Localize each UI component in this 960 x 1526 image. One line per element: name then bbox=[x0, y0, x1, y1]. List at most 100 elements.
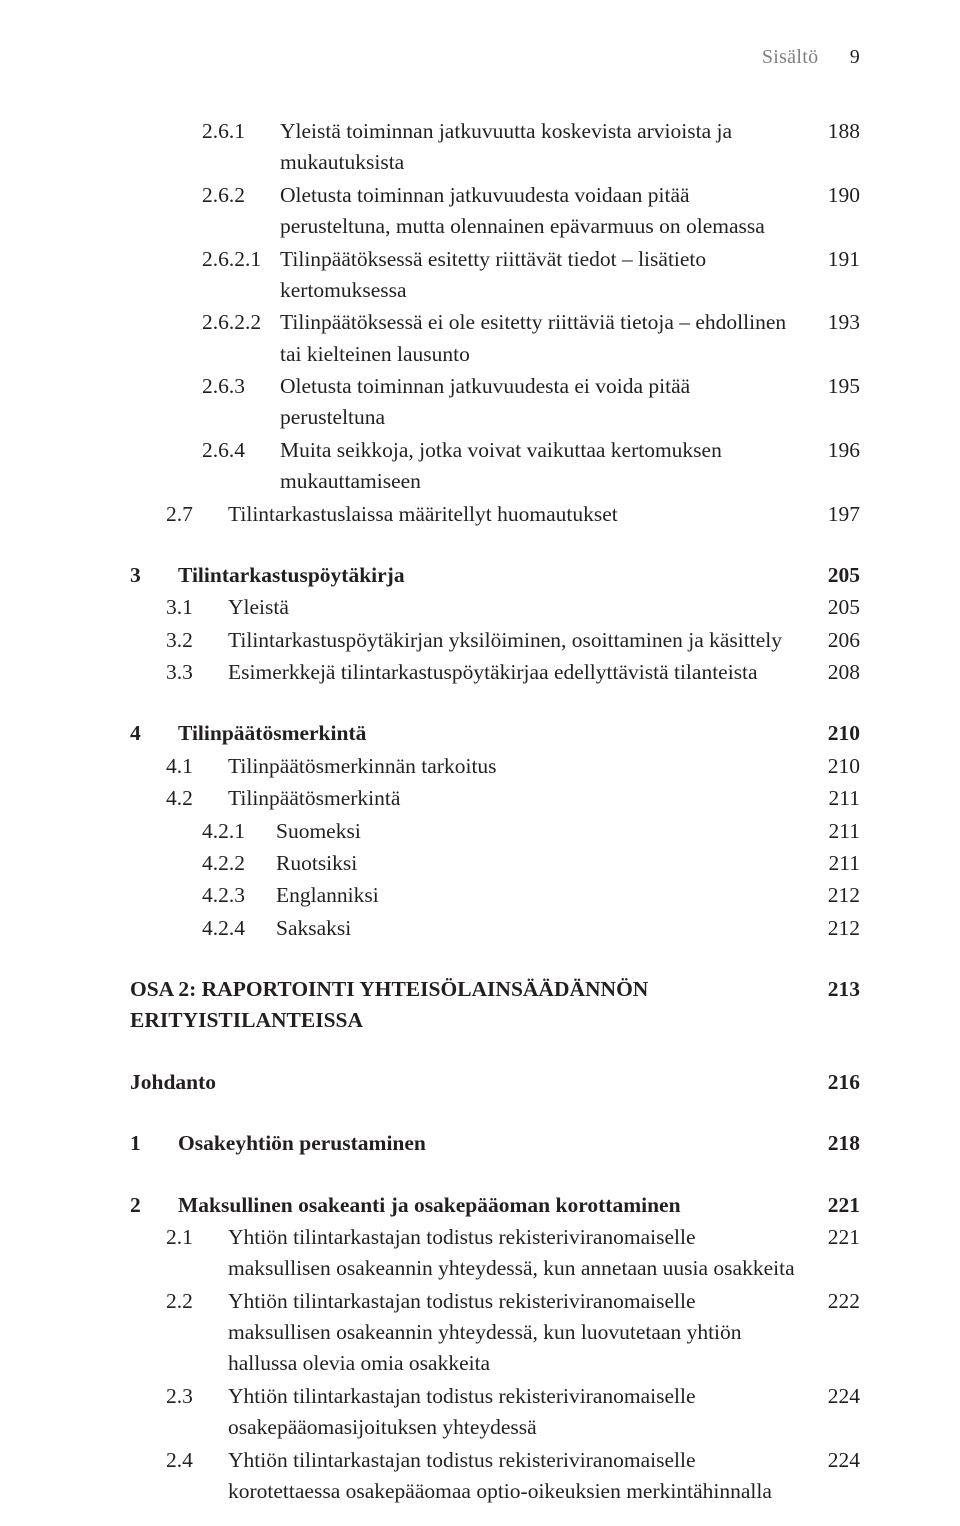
toc-block: 3Tilintarkastuspöytäkirja2053.1Yleistä20… bbox=[130, 560, 860, 689]
toc-entry-title: Yhtiön tilintarkastajan todistus rekiste… bbox=[228, 1286, 812, 1380]
page: Sisältö 9 2.6.1Yleistä toiminnan jatkuvu… bbox=[0, 0, 960, 1526]
toc-row: 2.3Yhtiön tilintarkastajan todistus reki… bbox=[130, 1381, 860, 1444]
toc-entry-page: 212 bbox=[812, 913, 860, 944]
toc-entry-page: 190 bbox=[812, 180, 860, 211]
toc-entry-title: Saksaksi bbox=[276, 913, 812, 944]
toc-entry-title: Tilintarkastuspöytäkirja bbox=[178, 560, 812, 591]
toc-block: Johdanto216 bbox=[130, 1067, 860, 1098]
toc-row: 2.6.2.2Tilinpäätöksessä ei ole esitetty … bbox=[130, 307, 860, 370]
toc-entry-page: 197 bbox=[812, 499, 860, 530]
toc-row: 2.6.2Oletusta toiminnan jatkuvuudesta vo… bbox=[130, 180, 860, 243]
toc-entry-title: OSA 2: RAPORTOINTI YHTEISÖLAINSÄÄDÄNNÖN … bbox=[130, 974, 812, 1037]
toc-entry-page: 210 bbox=[812, 718, 860, 749]
toc-entry-number: 2.1 bbox=[166, 1222, 228, 1253]
toc-row: 4.2.2Ruotsiksi211 bbox=[130, 848, 860, 879]
toc-entry-title: Esimerkkejä tilintarkastuspöytäkirjaa ed… bbox=[228, 657, 812, 688]
toc-entry-title: Suomeksi bbox=[276, 816, 812, 847]
toc-row: 4.2.1Suomeksi211 bbox=[130, 816, 860, 847]
toc-entry-page: 222 bbox=[812, 1286, 860, 1317]
running-head-page: 9 bbox=[850, 46, 860, 68]
toc-entry-number: 2.3 bbox=[166, 1381, 228, 1412]
toc-row: 3.1Yleistä205 bbox=[130, 592, 860, 623]
toc-entry-page: 221 bbox=[812, 1222, 860, 1253]
toc-entry-number: 2.6.2 bbox=[202, 180, 280, 211]
toc-entry-page: 196 bbox=[812, 435, 860, 466]
toc-entry-page: 218 bbox=[812, 1128, 860, 1159]
toc-entry-page: 211 bbox=[812, 848, 860, 879]
toc-row: OSA 2: RAPORTOINTI YHTEISÖLAINSÄÄDÄNNÖN … bbox=[130, 974, 860, 1037]
toc-row: 2.4Yhtiön tilintarkastajan todistus reki… bbox=[130, 1445, 860, 1508]
toc-entry-page: 221 bbox=[812, 1190, 860, 1221]
toc-entry-number: 4.2.1 bbox=[202, 816, 276, 847]
running-head: Sisältö 9 bbox=[762, 46, 860, 69]
toc-entry-number: 3.1 bbox=[166, 592, 228, 623]
toc-entry-title: Osakeyhtiön perustaminen bbox=[178, 1128, 812, 1159]
toc-entry-number: 3 bbox=[130, 560, 178, 591]
toc-block: 1Osakeyhtiön perustaminen218 bbox=[130, 1128, 860, 1159]
toc-entry-number: 4.2.2 bbox=[202, 848, 276, 879]
toc-entry-page: 216 bbox=[812, 1067, 860, 1098]
toc-entry-page: 213 bbox=[812, 974, 860, 1005]
toc-entry-number: 1 bbox=[130, 1128, 178, 1159]
toc-entry-number: 2.6.1 bbox=[202, 116, 280, 147]
toc-entry-number: 4.2.3 bbox=[202, 880, 276, 911]
toc-row: 4.2.4Saksaksi212 bbox=[130, 913, 860, 944]
toc-entry-title: Tilinpäätösmerkintä bbox=[228, 783, 812, 814]
toc-entry-number: 4 bbox=[130, 718, 178, 749]
toc-row: 3Tilintarkastuspöytäkirja205 bbox=[130, 560, 860, 591]
toc-entry-page: 210 bbox=[812, 751, 860, 782]
toc-row: 2.7Tilintarkastuslaissa määritellyt huom… bbox=[130, 499, 860, 530]
toc-entry-number: 2.2 bbox=[166, 1286, 228, 1317]
toc-row: Johdanto216 bbox=[130, 1067, 860, 1098]
toc-entry-title: Tilinpäätösmerkinnän tarkoitus bbox=[228, 751, 812, 782]
toc-row: 4.1Tilinpäätösmerkinnän tarkoitus210 bbox=[130, 751, 860, 782]
toc-entry-title: Maksullinen osakeanti ja osakepääoman ko… bbox=[178, 1190, 812, 1221]
toc-entry-page: 193 bbox=[812, 307, 860, 338]
toc-row: 2.6.4Muita seikkoja, jotka voivat vaikut… bbox=[130, 435, 860, 498]
toc-entry-number: 2.4 bbox=[166, 1445, 228, 1476]
toc-entry-title: Yleistä toiminnan jatkuvuutta koskevista… bbox=[280, 116, 812, 179]
toc-entry-number: 2.6.2.2 bbox=[202, 307, 280, 338]
toc-entry-page: 224 bbox=[812, 1445, 860, 1476]
toc-entry-title: Tilinpäätöksessä esitetty riittävät tied… bbox=[280, 244, 812, 307]
toc-entry-title: Oletusta toiminnan jatkuvuudesta ei void… bbox=[280, 371, 812, 434]
toc-block: 2.6.1Yleistä toiminnan jatkuvuutta koske… bbox=[130, 116, 860, 530]
toc-entry-number: 2.6.2.1 bbox=[202, 244, 280, 275]
toc-entry-page: 224 bbox=[812, 1381, 860, 1412]
toc-entry-number: 4.1 bbox=[166, 751, 228, 782]
toc-entry-title: Yhtiön tilintarkastajan todistus rekiste… bbox=[228, 1381, 812, 1444]
toc-entry-title: Yleistä bbox=[228, 592, 812, 623]
toc-entry-title: Muita seikkoja, jotka voivat vaikuttaa k… bbox=[280, 435, 812, 498]
toc-row: 3.3Esimerkkejä tilintarkastuspöytäkirjaa… bbox=[130, 657, 860, 688]
table-of-contents: 2.6.1Yleistä toiminnan jatkuvuutta koske… bbox=[130, 116, 860, 1507]
toc-entry-page: 211 bbox=[812, 816, 860, 847]
toc-entry-title: Tilinpäätösmerkintä bbox=[178, 718, 812, 749]
toc-entry-page: 212 bbox=[812, 880, 860, 911]
toc-entry-page: 208 bbox=[812, 657, 860, 688]
toc-entry-number: 2.6.4 bbox=[202, 435, 280, 466]
toc-row: 2.6.2.1Tilinpäätöksessä esitetty riittäv… bbox=[130, 244, 860, 307]
toc-row: 1Osakeyhtiön perustaminen218 bbox=[130, 1128, 860, 1159]
toc-row: 2.6.3Oletusta toiminnan jatkuvuudesta ei… bbox=[130, 371, 860, 434]
toc-entry-page: 205 bbox=[812, 592, 860, 623]
toc-entry-title: Tilinpäätöksessä ei ole esitetty riittäv… bbox=[280, 307, 812, 370]
toc-entry-title: Ruotsiksi bbox=[276, 848, 812, 879]
toc-entry-number: 3.3 bbox=[166, 657, 228, 688]
toc-entry-page: 205 bbox=[812, 560, 860, 591]
toc-entry-number: 4.2 bbox=[166, 783, 228, 814]
toc-entry-title: Johdanto bbox=[130, 1067, 812, 1098]
toc-entry-page: 195 bbox=[812, 371, 860, 402]
toc-row: 3.2Tilintarkastuspöytäkirjan yksilöimine… bbox=[130, 625, 860, 656]
toc-entry-page: 211 bbox=[812, 783, 860, 814]
toc-row: 2.1Yhtiön tilintarkastajan todistus reki… bbox=[130, 1222, 860, 1285]
toc-entry-title: Oletusta toiminnan jatkuvuudesta voidaan… bbox=[280, 180, 812, 243]
toc-row: 4.2Tilinpäätösmerkintä211 bbox=[130, 783, 860, 814]
toc-entry-page: 206 bbox=[812, 625, 860, 656]
toc-block: OSA 2: RAPORTOINTI YHTEISÖLAINSÄÄDÄNNÖN … bbox=[130, 974, 860, 1037]
toc-entry-number: 4.2.4 bbox=[202, 913, 276, 944]
running-head-label: Sisältö bbox=[762, 46, 819, 68]
toc-row: 4.2.3Englanniksi212 bbox=[130, 880, 860, 911]
toc-entry-page: 191 bbox=[812, 244, 860, 275]
toc-entry-number: 3.2 bbox=[166, 625, 228, 656]
toc-block: 4Tilinpäätösmerkintä2104.1Tilinpäätösmer… bbox=[130, 718, 860, 944]
